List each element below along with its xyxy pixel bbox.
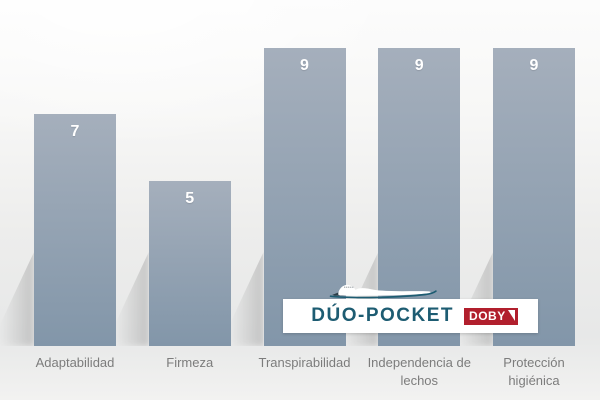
bar-value-label: 7 xyxy=(70,123,80,141)
category-label: Adaptabilidad xyxy=(35,355,115,370)
sleeping-person-icon xyxy=(329,284,437,299)
category-label: Protección higiénica xyxy=(503,355,565,388)
brand-badge: DOBY xyxy=(464,307,518,325)
brand-name: DÚO-POCKET xyxy=(311,305,455,326)
bar: 7 xyxy=(34,114,116,346)
logo: DÚO-POCKET DOBY xyxy=(283,279,538,333)
bar: 9 xyxy=(493,48,575,346)
bar-plot-area: 5 xyxy=(104,0,247,346)
bar: 5 xyxy=(148,180,231,346)
category-label: Independencia de lechos xyxy=(367,355,471,388)
bar-slot: 9 Independencia de lechos xyxy=(334,0,476,392)
category-label: Transpirabilidad xyxy=(258,355,351,370)
bar-plot-area: 7 xyxy=(0,0,132,346)
bar-value-label: 9 xyxy=(529,57,539,75)
bar-slot: 9 Protección higiénica xyxy=(449,0,591,392)
category-label: Firmeza xyxy=(166,355,214,370)
bar-slot: 7 Adaptabilidad xyxy=(0,0,132,392)
badge-flag-icon xyxy=(507,310,515,321)
bar-value-label: 9 xyxy=(414,57,424,75)
bar-value-label: 5 xyxy=(185,189,195,207)
logo-box: DÚO-POCKET DOBY xyxy=(283,299,538,333)
bar-slot: 9 Transpirabilidad xyxy=(219,0,362,392)
bar-chart: 7 Adaptabilidad 5 Firmeza 9 Transpirabilidad 9… xyxy=(0,0,591,392)
bar-slot: 5 Firmeza xyxy=(104,0,247,392)
bar-shadow xyxy=(0,252,34,346)
badge-text: DOBY xyxy=(469,308,506,323)
bar-value-label: 9 xyxy=(300,57,309,75)
